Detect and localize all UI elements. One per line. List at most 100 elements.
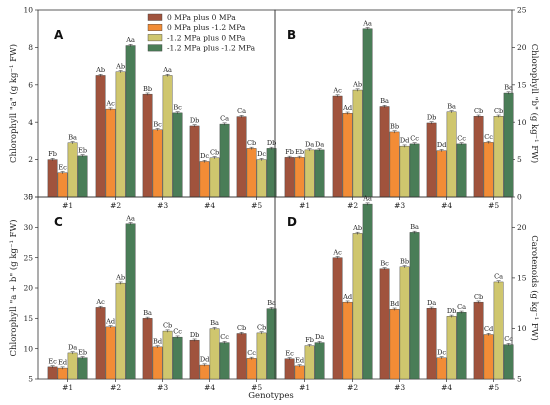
y-tick-label: 4 <box>28 118 33 127</box>
x-axis-title: Genotypes <box>248 391 293 401</box>
significance-label: Dd <box>200 356 210 364</box>
x-tick-label: #2 <box>347 383 358 392</box>
significance-label: Ab <box>352 81 362 89</box>
bar <box>304 149 315 198</box>
y-tick-label: 10 <box>23 344 33 353</box>
x-tick-label: #1 <box>62 383 73 392</box>
significance-label: Ba <box>410 223 419 231</box>
significance-label: Aa <box>125 214 135 222</box>
bar <box>189 125 200 198</box>
significance-label: Ba <box>380 97 389 105</box>
y-tick-label: 8 <box>28 43 33 52</box>
significance-label: Cc <box>457 134 466 142</box>
bar <box>67 142 78 198</box>
bar <box>446 316 457 380</box>
panel-letter: B <box>287 28 296 42</box>
bar <box>57 172 68 198</box>
y-tick-label: 5 <box>28 375 33 384</box>
significance-label: Ba <box>447 102 456 110</box>
legend-label: 0 MPa plus 0 MPa <box>167 13 236 22</box>
significance-label: Eb <box>78 146 87 154</box>
significance-label: Db <box>190 331 200 339</box>
bar <box>142 318 153 380</box>
y-tick-label: 10 <box>517 324 527 333</box>
x-tick-label: #2 <box>110 383 121 392</box>
legend-swatch <box>147 34 163 42</box>
x-tick-label: #2 <box>110 201 121 210</box>
significance-label: Dd <box>400 137 410 145</box>
significance-label: Cc <box>410 134 419 142</box>
significance-label: Dc <box>437 348 446 356</box>
legend-label: -1.2 MPa plus 0 MPa <box>167 33 246 42</box>
significance-label: Eb <box>78 348 87 356</box>
significance-label: Ed <box>295 356 305 364</box>
y-tick-label: 15 <box>517 273 527 282</box>
bar <box>256 332 267 380</box>
bar <box>209 157 220 198</box>
significance-label: Db <box>267 139 277 147</box>
legend-background <box>145 11 271 57</box>
bar <box>426 122 437 198</box>
significance-label: Ca <box>237 107 246 115</box>
significance-label: Cb <box>257 323 266 331</box>
bar <box>219 123 230 198</box>
y-tick-label: 5 <box>517 375 522 384</box>
significance-label: Da <box>305 140 314 148</box>
panel-letter: C <box>54 215 63 229</box>
bar <box>493 281 504 380</box>
significance-label: Bb <box>400 257 409 265</box>
significance-label: Cc <box>173 328 182 336</box>
significance-label: Eb <box>295 148 304 156</box>
bar <box>209 328 220 380</box>
significance-label: Bd <box>390 300 400 308</box>
significance-label: Bb <box>390 123 399 131</box>
bar <box>456 143 467 198</box>
y-tick-label: 20 <box>23 284 33 293</box>
bar <box>389 309 400 380</box>
y-axis-title: Chlorophyll "a" (g kg⁻¹ FW) <box>8 44 19 163</box>
bar <box>125 45 136 198</box>
bar <box>426 308 437 380</box>
bar <box>352 233 363 380</box>
bar <box>152 129 163 198</box>
y-tick-label: 15 <box>517 80 527 89</box>
y-tick-label: 0 <box>28 193 33 202</box>
panel-letter: A <box>54 28 64 42</box>
bar <box>162 330 173 380</box>
significance-label: Da <box>315 333 324 341</box>
bar <box>219 342 230 380</box>
bar <box>362 28 373 198</box>
significance-label: Bb <box>143 85 152 93</box>
significance-label: Ac <box>105 100 115 108</box>
bar <box>314 342 325 380</box>
significance-label: Cd <box>484 325 494 333</box>
bar <box>47 159 58 198</box>
x-tick-label: #1 <box>299 201 310 210</box>
panel-b: 0 5 10 15 20 25 Chlorophyll "b" (g kg⁻¹ FW) B #1… <box>274 6 540 210</box>
significance-label: Bc <box>380 259 389 267</box>
bar <box>115 71 126 198</box>
significance-label: Cb <box>474 293 483 301</box>
bar <box>142 93 153 198</box>
significance-label: Ab <box>115 274 125 282</box>
bar <box>399 266 410 380</box>
significance-label: Ba <box>210 319 219 327</box>
significance-label: Ba <box>267 299 276 307</box>
significance-label: Ba <box>68 133 77 141</box>
bar <box>332 95 343 198</box>
significance-label: Da <box>427 299 436 307</box>
significance-label: Ac <box>95 298 105 306</box>
y-tick-label: 25 <box>23 253 33 262</box>
significance-label: Ac <box>332 248 342 256</box>
significance-label: Cb <box>494 107 503 115</box>
x-tick-label: #4 <box>204 201 215 210</box>
bar <box>189 339 200 380</box>
legend-swatch <box>147 24 163 31</box>
bar <box>199 364 210 380</box>
bar <box>115 282 126 380</box>
bar <box>399 145 410 198</box>
significance-label: Dc <box>257 150 266 158</box>
